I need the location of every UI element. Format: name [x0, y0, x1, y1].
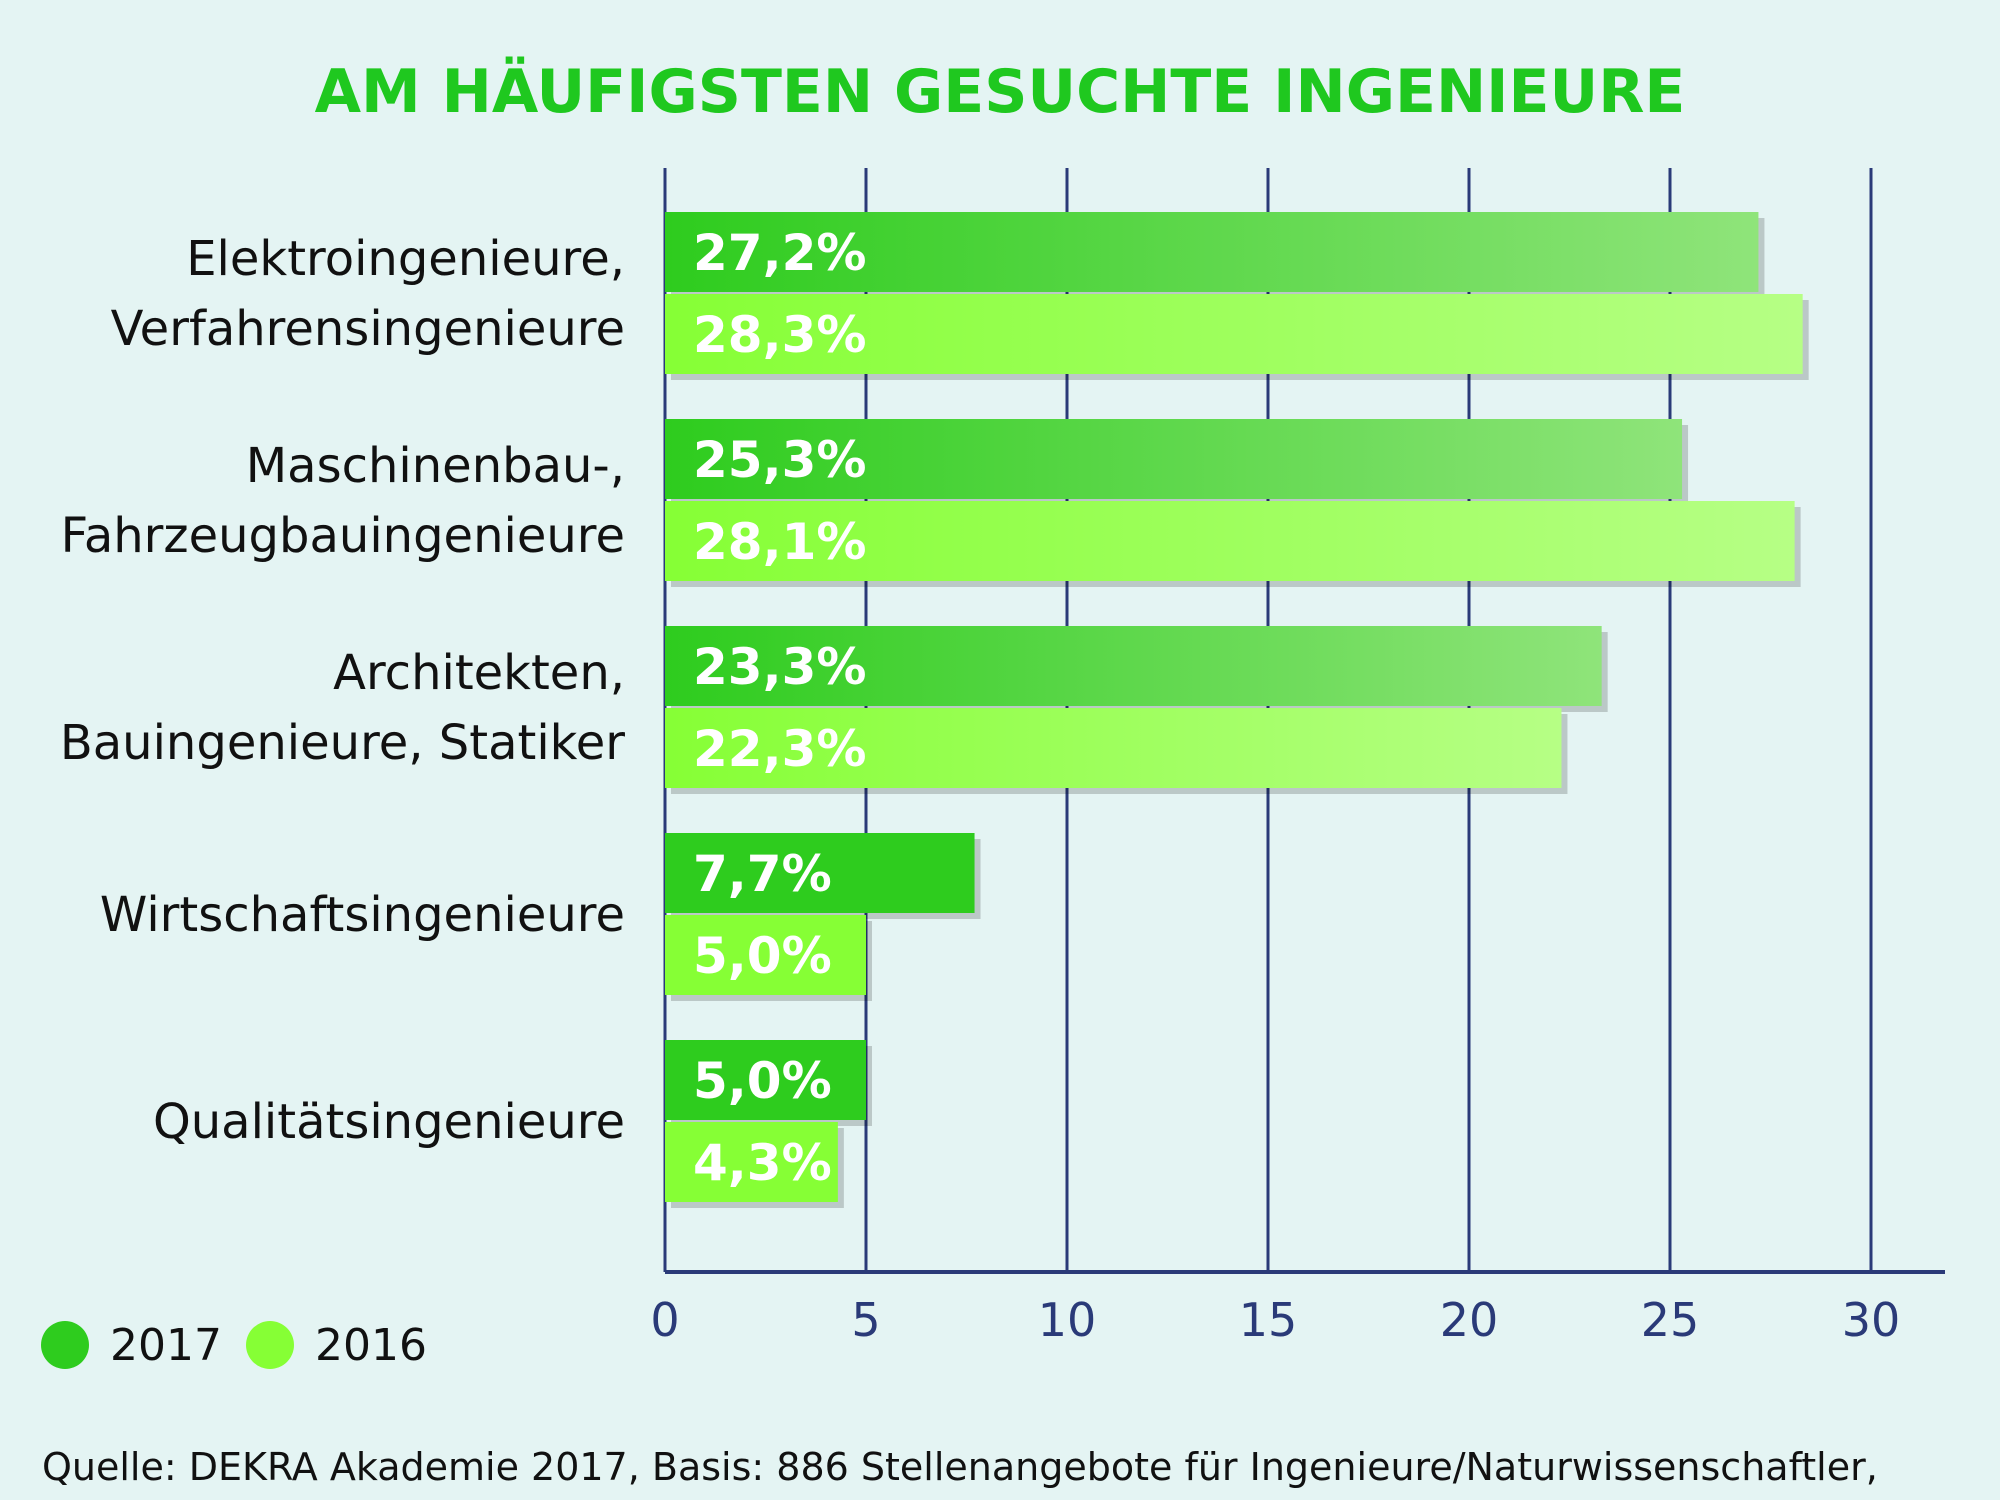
bar-2016 [665, 708, 1562, 788]
value-label: 4,3% [693, 1134, 832, 1192]
bar-2017 [665, 833, 975, 913]
category-label: Bauingenieure, Statiker [60, 715, 625, 771]
value-label: 27,2% [693, 224, 866, 282]
x-tick-label: 25 [1641, 1293, 1700, 1347]
value-label: 28,1% [693, 513, 866, 571]
value-label: 23,3% [693, 638, 866, 696]
bar-2016 [665, 294, 1803, 374]
category-label: Qualitätsingenieure [153, 1094, 625, 1150]
legend-label: 2016 [315, 1320, 427, 1371]
value-label: 25,3% [693, 431, 866, 489]
value-label: 5,0% [693, 927, 832, 985]
x-axis: 0 5 10 15 20 25 30 [650, 1293, 1900, 1347]
bar-2016 [665, 501, 1795, 581]
x-tick-label: 20 [1440, 1293, 1499, 1347]
x-tick-label: 5 [851, 1293, 880, 1347]
bar-2017 [665, 626, 1602, 706]
bar-2017 [665, 1040, 866, 1120]
legend-swatch-2016 [246, 1321, 294, 1369]
bar-2016 [665, 1122, 838, 1202]
legend-swatch-2017 [41, 1321, 89, 1369]
category-label: Architekten, [333, 645, 625, 701]
x-tick-label: 15 [1239, 1293, 1298, 1347]
source-note: Quelle: DEKRA Akademie 2017, Basis: 886 … [42, 1445, 1878, 1489]
value-label: 5,0% [693, 1052, 832, 1110]
category-labels: Elektroingenieure, Verfahrensingenieure Ma… [60, 231, 625, 1150]
chart-title: AM HÄUFIGSTEN GESUCHTE INGENIEURE [315, 55, 1686, 127]
x-tick-label: 30 [1842, 1293, 1901, 1347]
category-label: Maschinenbau-, [246, 438, 625, 494]
bars: 27,2% 28,3% 25,3% 28,1% 23,3% 22,3% 7,7% 5,0% 5,… [665, 212, 1809, 1208]
x-tick-label: 0 [650, 1293, 679, 1347]
category-label: Verfahrensingenieure [111, 301, 625, 357]
value-label: 22,3% [693, 720, 866, 778]
bar-2017 [665, 212, 1759, 292]
x-tick-label: 10 [1038, 1293, 1097, 1347]
legend-label: 2017 [110, 1320, 222, 1371]
category-label: Wirtschaftsingenieure [100, 887, 625, 943]
value-label: 28,3% [693, 306, 866, 364]
bar-2017 [665, 419, 1683, 499]
value-label: 7,7% [693, 845, 832, 903]
legend: 2017 2016 [41, 1320, 427, 1371]
bar-2016 [665, 915, 866, 995]
category-label: Fahrzeugbauingenieure [61, 508, 625, 564]
category-label: Elektroingenieure, [186, 231, 625, 287]
